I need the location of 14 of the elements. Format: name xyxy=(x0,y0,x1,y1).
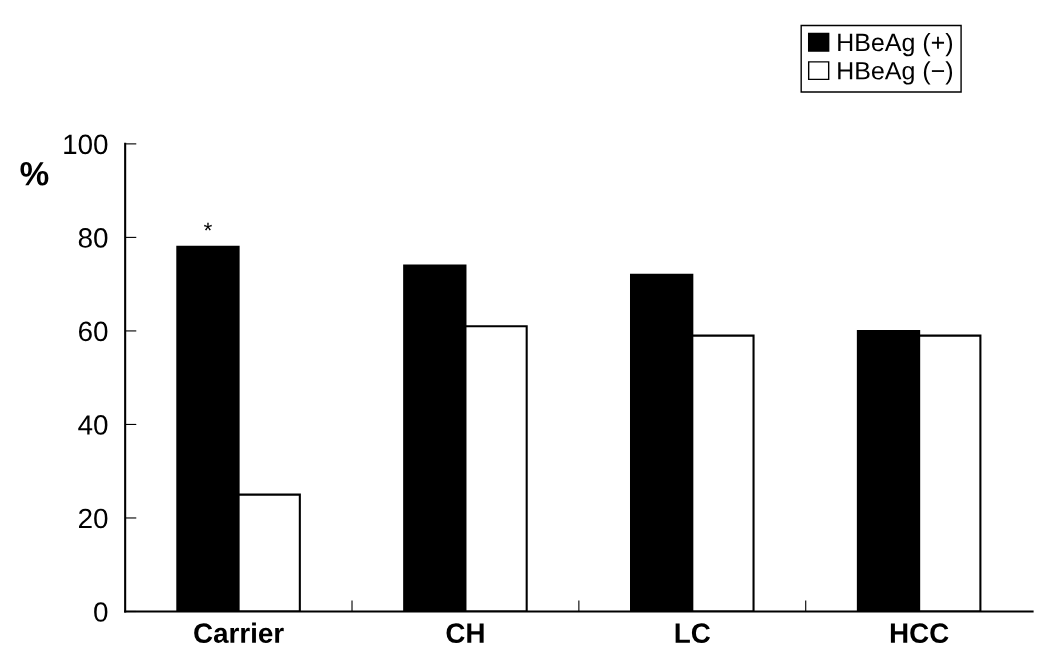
annotation: * xyxy=(203,222,212,231)
y-tick-label: 80 xyxy=(78,228,108,248)
x-tick-label: HCC xyxy=(890,623,949,643)
y-tick-label: 100 xyxy=(64,134,108,155)
y-tick-label: 20 xyxy=(79,508,108,529)
y-tick-label: 40 xyxy=(78,415,108,435)
legend-label: HBeAg (+) xyxy=(838,32,953,57)
x-tick-label: LC xyxy=(675,623,711,643)
y-tick-label: 60 xyxy=(79,321,108,342)
y-tick-label: 0 xyxy=(94,602,108,622)
legend-label: HBeAg (−) xyxy=(838,61,953,85)
x-tick-label: CH xyxy=(446,623,484,643)
y-axis-title: % xyxy=(20,162,49,186)
x-tick-label: Carrier xyxy=(194,622,284,643)
